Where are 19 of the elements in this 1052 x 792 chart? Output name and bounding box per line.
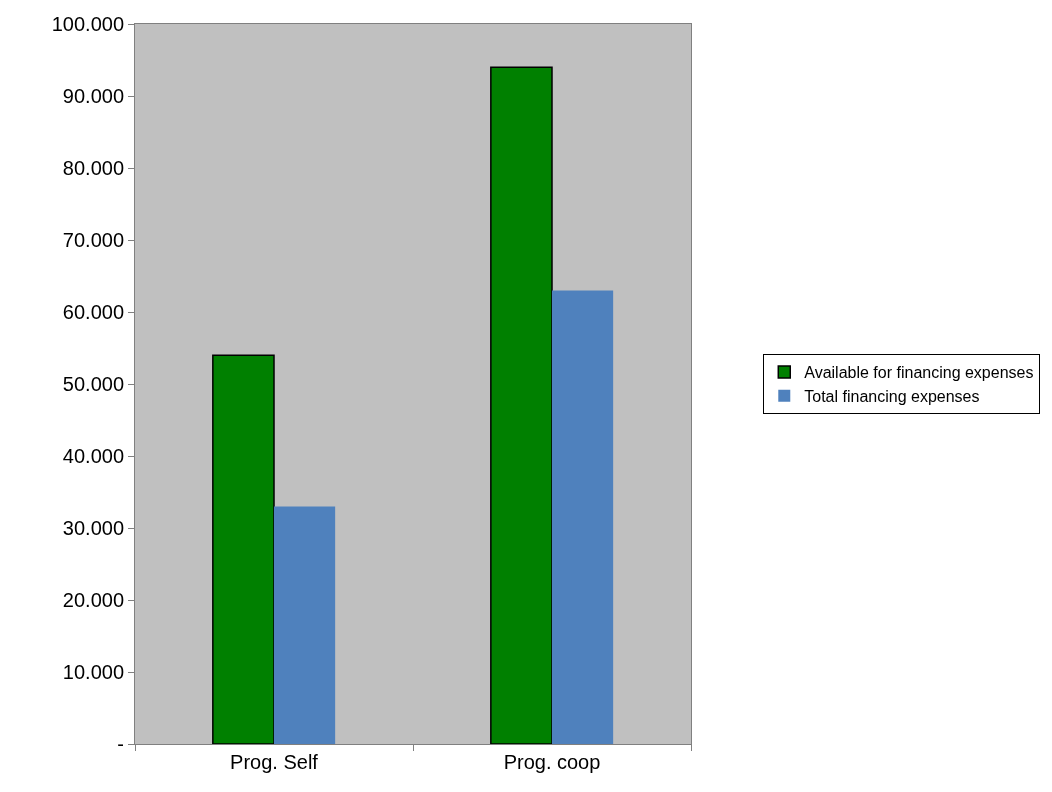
y-tick-label: 60.000 bbox=[62, 301, 124, 323]
y-tick-label: - bbox=[117, 733, 124, 755]
legend-label: Total financing expenses bbox=[804, 387, 980, 405]
y-tick-label: 100.000 bbox=[51, 13, 124, 35]
bar bbox=[490, 66, 553, 744]
bar bbox=[212, 354, 275, 744]
y-tick-label: 30.000 bbox=[62, 517, 124, 539]
y-tick-label: 80.000 bbox=[62, 157, 124, 179]
bar bbox=[274, 506, 336, 744]
y-tick-label: 70.000 bbox=[62, 229, 124, 251]
y-tick-label: 40.000 bbox=[62, 445, 124, 467]
x-tick-label: Prog. Self bbox=[230, 751, 319, 773]
y-tick-label: 20.000 bbox=[62, 589, 124, 611]
y-tick-label: 90.000 bbox=[62, 85, 124, 107]
x-tick-label: Prog. coop bbox=[503, 751, 601, 773]
bar bbox=[552, 290, 614, 744]
y-tick-label: 10.000 bbox=[62, 661, 124, 683]
y-tick-label: 50.000 bbox=[62, 373, 124, 395]
legend-label: Available for financing expenses bbox=[804, 364, 1034, 382]
